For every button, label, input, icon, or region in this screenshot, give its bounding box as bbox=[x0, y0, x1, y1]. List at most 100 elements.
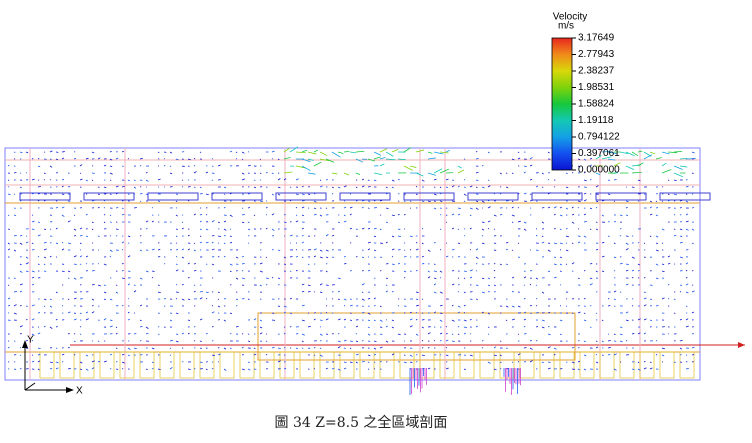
velocity-vector bbox=[157, 368, 161, 371]
velocity-vector bbox=[361, 185, 365, 188]
velocity-vector bbox=[385, 158, 396, 161]
velocity-vector bbox=[421, 255, 425, 258]
velocity-vector bbox=[349, 304, 353, 307]
velocity-vector bbox=[685, 325, 689, 328]
floor-unit bbox=[519, 351, 535, 379]
velocity-vector bbox=[595, 155, 602, 160]
velocity-vector bbox=[655, 249, 659, 252]
velocity-vector bbox=[193, 157, 196, 160]
velocity-vector bbox=[73, 297, 77, 300]
velocity-vector bbox=[241, 178, 245, 181]
velocity-vector bbox=[361, 206, 364, 209]
velocity-vector bbox=[235, 151, 238, 153]
velocity-vector bbox=[553, 347, 557, 350]
velocity-vector bbox=[175, 263, 178, 265]
velocity-vector bbox=[229, 214, 233, 217]
velocity-vector bbox=[181, 298, 185, 301]
velocity-vector bbox=[337, 277, 341, 280]
velocity-vector bbox=[445, 354, 449, 357]
velocity-vector bbox=[349, 206, 353, 209]
velocity-vector bbox=[625, 319, 629, 322]
velocity-vector bbox=[49, 326, 53, 329]
velocity-vector bbox=[157, 249, 161, 251]
light-fixture bbox=[275, 192, 327, 201]
velocity-vector bbox=[79, 234, 83, 237]
velocity-vector bbox=[301, 256, 304, 259]
velocity-vector bbox=[325, 158, 335, 163]
velocity-vector bbox=[127, 347, 131, 350]
velocity-vector bbox=[391, 235, 395, 238]
velocity-vector bbox=[115, 185, 119, 188]
velocity-vector bbox=[559, 214, 563, 217]
velocity-vector bbox=[43, 256, 47, 259]
velocity-vector bbox=[421, 354, 425, 357]
velocity-vector bbox=[283, 305, 287, 308]
velocity-vector bbox=[487, 206, 491, 209]
velocity-vector bbox=[481, 200, 485, 203]
velocity-vector bbox=[331, 186, 334, 189]
velocity-vector bbox=[385, 277, 389, 280]
domain-outline bbox=[4, 147, 701, 381]
velocity-vector bbox=[421, 263, 425, 265]
velocity-vector bbox=[655, 263, 659, 266]
velocity-vector bbox=[319, 179, 322, 181]
colorbar: Velocity m/s 3.17649 2.77943 2.38237 1.9853… bbox=[551, 12, 620, 176]
velocity-vector bbox=[223, 368, 227, 371]
velocity-vector bbox=[343, 214, 346, 217]
velocity-vector bbox=[199, 297, 203, 300]
velocity-vector bbox=[475, 171, 479, 174]
velocity-vector bbox=[463, 332, 466, 335]
velocity-vector bbox=[583, 368, 587, 371]
velocity-vector bbox=[43, 228, 47, 231]
velocity-vector bbox=[517, 151, 520, 153]
velocity-vector bbox=[343, 172, 350, 176]
velocity-vector bbox=[7, 214, 10, 217]
velocity-vector bbox=[469, 249, 472, 251]
velocity-vector bbox=[55, 318, 58, 321]
velocity-vector bbox=[265, 256, 268, 258]
floor-unit bbox=[459, 351, 475, 379]
velocity-vector bbox=[415, 248, 419, 251]
velocity-vector bbox=[319, 333, 323, 336]
velocity-vector bbox=[313, 368, 316, 370]
velocity-vector bbox=[403, 270, 407, 273]
velocity-vector bbox=[349, 213, 352, 216]
light-fixture bbox=[147, 192, 199, 201]
velocity-vector bbox=[211, 367, 214, 370]
velocity-vector bbox=[241, 172, 245, 175]
velocity-vector bbox=[199, 220, 202, 223]
velocity-vector bbox=[13, 277, 16, 280]
velocity-vector bbox=[127, 311, 130, 314]
velocity-vector bbox=[139, 340, 142, 342]
velocity-vector bbox=[19, 242, 23, 245]
velocity-vector bbox=[37, 360, 41, 363]
velocity-vector bbox=[247, 361, 250, 364]
velocity-vector bbox=[415, 319, 418, 321]
velocity-vector bbox=[577, 360, 581, 363]
velocity-vector bbox=[169, 319, 173, 322]
velocity-vector bbox=[337, 368, 341, 371]
velocity-vector bbox=[577, 368, 580, 371]
velocity-vector bbox=[523, 318, 527, 321]
velocity-vector bbox=[337, 221, 340, 224]
velocity-vector bbox=[283, 256, 287, 259]
velocity-vector bbox=[487, 199, 490, 202]
velocity-vector bbox=[229, 242, 233, 244]
velocity-vector bbox=[589, 277, 593, 280]
velocity-vector bbox=[127, 158, 130, 160]
velocity-vector bbox=[193, 290, 196, 293]
velocity-vector bbox=[19, 151, 23, 154]
velocity-vector bbox=[241, 297, 245, 300]
velocity-vector bbox=[571, 262, 575, 265]
velocity-vector bbox=[571, 221, 575, 224]
velocity-vector bbox=[595, 312, 598, 314]
velocity-vector bbox=[85, 235, 89, 238]
velocity-vector bbox=[625, 311, 629, 314]
velocity-vector bbox=[559, 263, 562, 266]
floor-unit bbox=[59, 351, 75, 379]
velocity-vector bbox=[259, 270, 263, 273]
velocity-vector bbox=[451, 213, 455, 216]
velocity-vector bbox=[313, 255, 317, 258]
colorbar-bar bbox=[551, 37, 573, 171]
velocity-vector bbox=[607, 235, 610, 237]
